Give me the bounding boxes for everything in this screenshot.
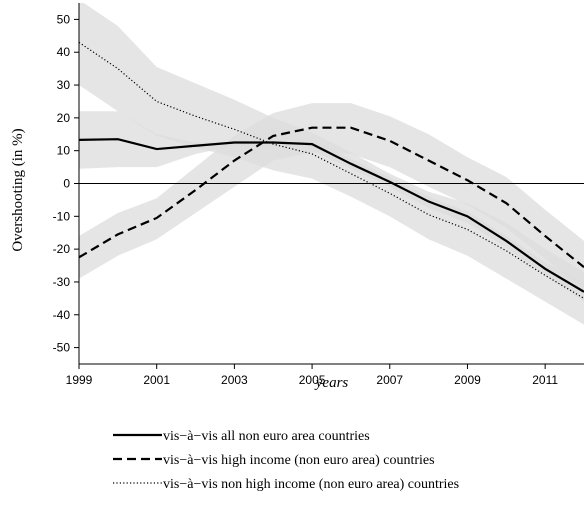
y-tick-label: 50	[57, 12, 71, 26]
band-3	[79, 3, 584, 325]
legend: vis−à−vis all non euro area countries vis…	[113, 429, 459, 492]
band-2	[79, 103, 584, 289]
legend-label-3: vis−à−vis non high income (non euro area…	[163, 477, 459, 492]
x-tick-label: 2003	[221, 373, 248, 387]
x-tick-label: 2007	[376, 373, 403, 387]
y-tick-label: -20	[53, 242, 71, 256]
x-tick-label: 1999	[66, 373, 93, 387]
y-tick-label: -40	[53, 308, 71, 322]
confidence-bands	[79, 3, 584, 325]
y-tick-label: 30	[57, 78, 71, 92]
y-axis-label: Overshooting (in %)	[10, 128, 26, 251]
x-axis-label: years	[314, 375, 349, 391]
x-tick-label: 2009	[454, 373, 481, 387]
legend-label-1: vis−à−vis all non euro area countries	[163, 429, 370, 444]
series-line-1	[79, 138, 584, 293]
x-tick-label: 2005	[299, 373, 326, 387]
legend-label-2: vis−à−vis high income (non euro area) co…	[163, 453, 435, 468]
y-tick-label: 10	[57, 144, 71, 158]
series-lines	[79, 41, 584, 299]
x-tick-label: 2001	[143, 373, 170, 387]
x-tick-label: 2011	[532, 373, 558, 387]
y-tick-label: 40	[57, 45, 71, 59]
y-tick-label: -30	[53, 275, 71, 289]
y-tick-label: 20	[57, 111, 71, 125]
axes: 50 40 30 20 10 0 -10 -20 -30 -40 -50 1999 2001 2003 20…	[53, 3, 584, 387]
y-tick-label: -10	[53, 209, 71, 223]
y-tick-label: 0	[63, 177, 70, 191]
y-tick-label: -50	[53, 341, 71, 355]
